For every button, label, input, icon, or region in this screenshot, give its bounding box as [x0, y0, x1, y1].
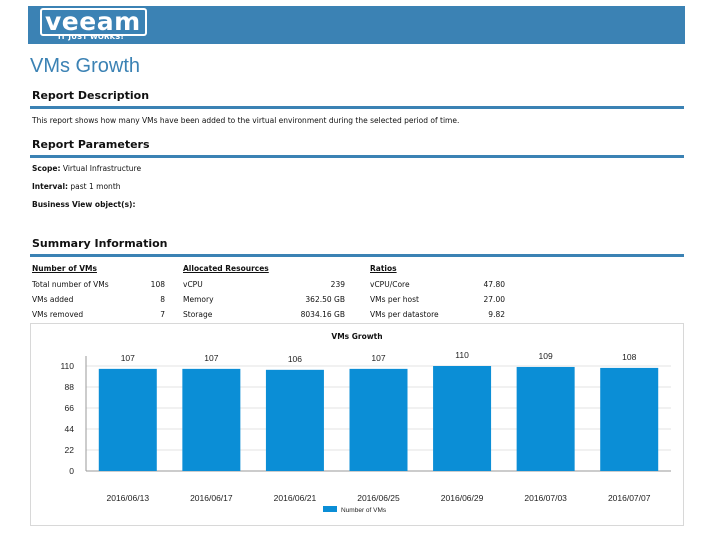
bar-data-label: 107	[371, 353, 385, 363]
bar	[516, 366, 575, 471]
summary-value: 27.00	[483, 295, 505, 304]
bar-data-label: 106	[288, 354, 302, 364]
veeam-logo: veeam IT JUST WORKS!™	[40, 8, 150, 42]
bar-data-label: 107	[204, 353, 218, 363]
bar-data-label: 110	[455, 350, 469, 360]
summary-rule	[30, 254, 684, 257]
y-tick-label: 0	[69, 466, 74, 476]
y-tick-label: 110	[60, 361, 74, 371]
bar	[182, 368, 241, 471]
y-tick-label: 22	[65, 445, 75, 455]
description-heading: Report Description	[32, 89, 150, 102]
chart-title: VMs Growth	[331, 332, 383, 341]
summary-value: 8	[160, 295, 165, 304]
chart-plot: 0 22 44 66 88 110 107 2016/06/13 107 2016/06/17 10…	[60, 350, 671, 514]
x-tick-label: 2016/06/29	[441, 493, 484, 503]
logo-wordmark: veeam	[40, 8, 147, 36]
x-tick-label: 2016/06/25	[357, 493, 400, 503]
bar	[265, 369, 324, 471]
x-tick-label: 2016/06/21	[274, 493, 317, 503]
vms-growth-chart: VMs Growth 0 22 44 66 88 110 107 2016/06/13 107 2…	[30, 323, 684, 526]
bar-data-label: 107	[121, 353, 135, 363]
page-title: VMs Growth	[30, 55, 141, 77]
summary-label: Total number of VMs	[32, 280, 109, 289]
summary-value: 9.82	[488, 310, 505, 319]
number-of-vms-heading: Number of VMs	[32, 264, 97, 273]
logo-tagline: IT JUST WORKS!™	[58, 33, 132, 41]
ratios-heading: Ratios	[370, 264, 397, 273]
interval-value: past 1 month	[70, 182, 121, 191]
legend-label: Number of VMs	[341, 507, 387, 514]
summary-label: Storage	[183, 310, 213, 319]
scope-label: Scope:	[32, 164, 61, 173]
bar-data-label: 109	[539, 351, 553, 361]
scope-param: Scope: Virtual Infrastructure	[32, 164, 141, 173]
bar	[600, 367, 659, 471]
y-tick-label: 44	[65, 424, 75, 434]
business-view-label: Business View object(s):	[32, 200, 136, 209]
x-tick-label: 2016/06/13	[107, 493, 150, 503]
description-rule	[30, 106, 684, 109]
summary-value: 7	[160, 310, 165, 319]
summary-value: 8034.16 GB	[300, 310, 345, 319]
description-text: This report shows how many VMs have been…	[32, 116, 460, 125]
x-tick-label: 2016/07/03	[524, 493, 567, 503]
header-banner: veeam IT JUST WORKS!™	[28, 6, 685, 44]
summary-value: 108	[150, 280, 165, 289]
x-tick-label: 2016/07/07	[608, 493, 651, 503]
summary-label: VMs removed	[32, 310, 84, 319]
summary-label: VMs per host	[370, 295, 419, 304]
summary-label: Memory	[183, 295, 214, 304]
summary-label: VMs per datastore	[370, 310, 439, 319]
summary-value: 362.50 GB	[305, 295, 345, 304]
summary-label: vCPU	[183, 280, 203, 289]
bar	[433, 366, 492, 471]
parameters-heading: Report Parameters	[32, 138, 150, 151]
interval-param: Interval: past 1 month	[32, 182, 121, 191]
parameters-rule	[30, 155, 684, 158]
legend-swatch	[323, 506, 337, 512]
summary-heading: Summary Information	[32, 237, 168, 250]
y-tick-label: 88	[65, 382, 75, 392]
summary-value: 47.80	[483, 280, 505, 289]
x-tick-label: 2016/06/17	[190, 493, 233, 503]
bar	[349, 368, 408, 471]
bar	[98, 368, 157, 471]
summary-value: 239	[330, 280, 345, 289]
allocated-resources-heading: Allocated Resources	[183, 264, 269, 273]
summary-label: vCPU/Core	[370, 280, 410, 289]
y-tick-label: 66	[65, 403, 75, 413]
business-view-param: Business View object(s):	[32, 200, 135, 209]
interval-label: Interval:	[32, 182, 69, 191]
bar-data-label: 108	[622, 352, 636, 362]
summary-label: VMs added	[32, 295, 74, 304]
scope-value: Virtual Infrastructure	[62, 164, 142, 173]
